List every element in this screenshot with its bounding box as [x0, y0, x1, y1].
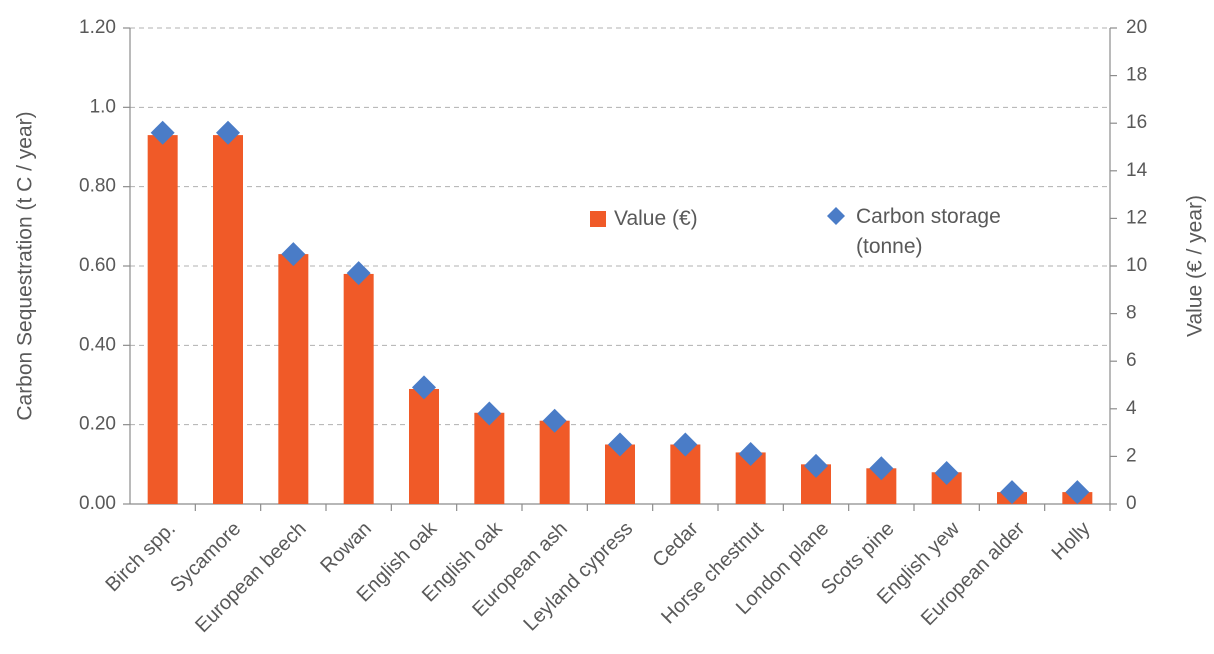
y2-tick-label: 14 — [1126, 160, 1148, 181]
marker — [869, 456, 894, 481]
marker — [608, 432, 632, 457]
x-tick-label: Holly — [1048, 518, 1095, 565]
y-tick-label: 0.40 — [79, 334, 116, 355]
y2-tick-label: 12 — [1126, 207, 1147, 228]
x-tick-label: Rowan — [316, 518, 376, 578]
marker — [673, 432, 698, 457]
marker — [412, 375, 436, 400]
bar — [343, 273, 374, 504]
marker — [1000, 480, 1024, 505]
bar — [539, 420, 570, 504]
marker — [477, 401, 502, 426]
bar — [409, 388, 439, 504]
y-tick-label: 0.20 — [79, 414, 116, 435]
y2-axis-title: Value (€ / year) — [1184, 195, 1207, 337]
bar — [474, 412, 505, 504]
y-tick-label: 0.00 — [79, 493, 116, 514]
x-tick-label: European beech — [191, 518, 310, 637]
y2-tick-label: 18 — [1126, 65, 1147, 86]
y-tick-label: 1.0 — [90, 96, 116, 117]
bar — [213, 135, 243, 504]
y-tick-label: 0.80 — [79, 176, 116, 197]
y2-tick-label: 10 — [1126, 255, 1147, 276]
y-tick-label: 1.20 — [79, 17, 116, 38]
legend-swatch — [827, 207, 845, 225]
marker — [346, 261, 371, 286]
x-tick-label: Cedar — [649, 517, 703, 571]
y2-tick-label: 4 — [1126, 398, 1137, 419]
y2-tick-label: 8 — [1126, 303, 1137, 324]
marker — [216, 120, 240, 145]
y2-tick-label: 20 — [1126, 17, 1147, 38]
y2-tick-label: 6 — [1126, 350, 1137, 371]
marker — [150, 120, 175, 145]
marker — [542, 408, 567, 433]
y-axis-title: Carbon Sequestration (t C / year) — [14, 111, 37, 420]
marker — [281, 242, 306, 267]
y-tick-label: 0.60 — [79, 255, 116, 276]
marker — [738, 442, 763, 467]
legend-swatch — [590, 211, 606, 227]
bar — [147, 135, 178, 504]
legend-label: Value (€) — [614, 207, 698, 230]
bar — [278, 254, 309, 504]
marker — [804, 453, 828, 478]
x-tick-label: Leyland cypress — [520, 518, 638, 636]
marker — [1065, 480, 1090, 505]
y2-tick-label: 2 — [1126, 445, 1137, 466]
marker — [934, 461, 959, 486]
y2-tick-label: 16 — [1126, 112, 1147, 133]
y2-tick-label: 0 — [1126, 493, 1137, 514]
legend-label: Carbon storage (tonne) — [856, 205, 1001, 258]
